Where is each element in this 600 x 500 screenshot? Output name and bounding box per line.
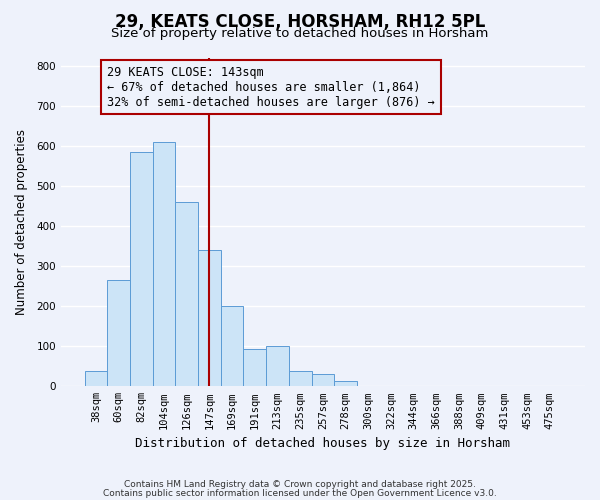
Bar [153,142,175,386]
Y-axis label: Number of detached properties: Number of detached properties [15,129,28,315]
Text: Contains public sector information licensed under the Open Government Licence v3: Contains public sector information licen… [103,488,497,498]
Text: Size of property relative to detached houses in Horsham: Size of property relative to detached ho… [112,28,488,40]
Bar [107,280,130,386]
Bar [334,382,357,386]
Text: 29, KEATS CLOSE, HORSHAM, RH12 5PL: 29, KEATS CLOSE, HORSHAM, RH12 5PL [115,12,485,30]
Bar [198,250,221,386]
Bar [266,346,289,387]
Text: 29 KEATS CLOSE: 143sqm
← 67% of detached houses are smaller (1,864)
32% of semi-: 29 KEATS CLOSE: 143sqm ← 67% of detached… [107,66,435,108]
Bar [85,372,107,386]
X-axis label: Distribution of detached houses by size in Horsham: Distribution of detached houses by size … [136,437,511,450]
Text: Contains HM Land Registry data © Crown copyright and database right 2025.: Contains HM Land Registry data © Crown c… [124,480,476,489]
Bar [175,202,198,386]
Bar [130,152,153,386]
Bar [244,349,266,387]
Bar [289,372,311,386]
Bar [221,306,244,386]
Bar [311,374,334,386]
